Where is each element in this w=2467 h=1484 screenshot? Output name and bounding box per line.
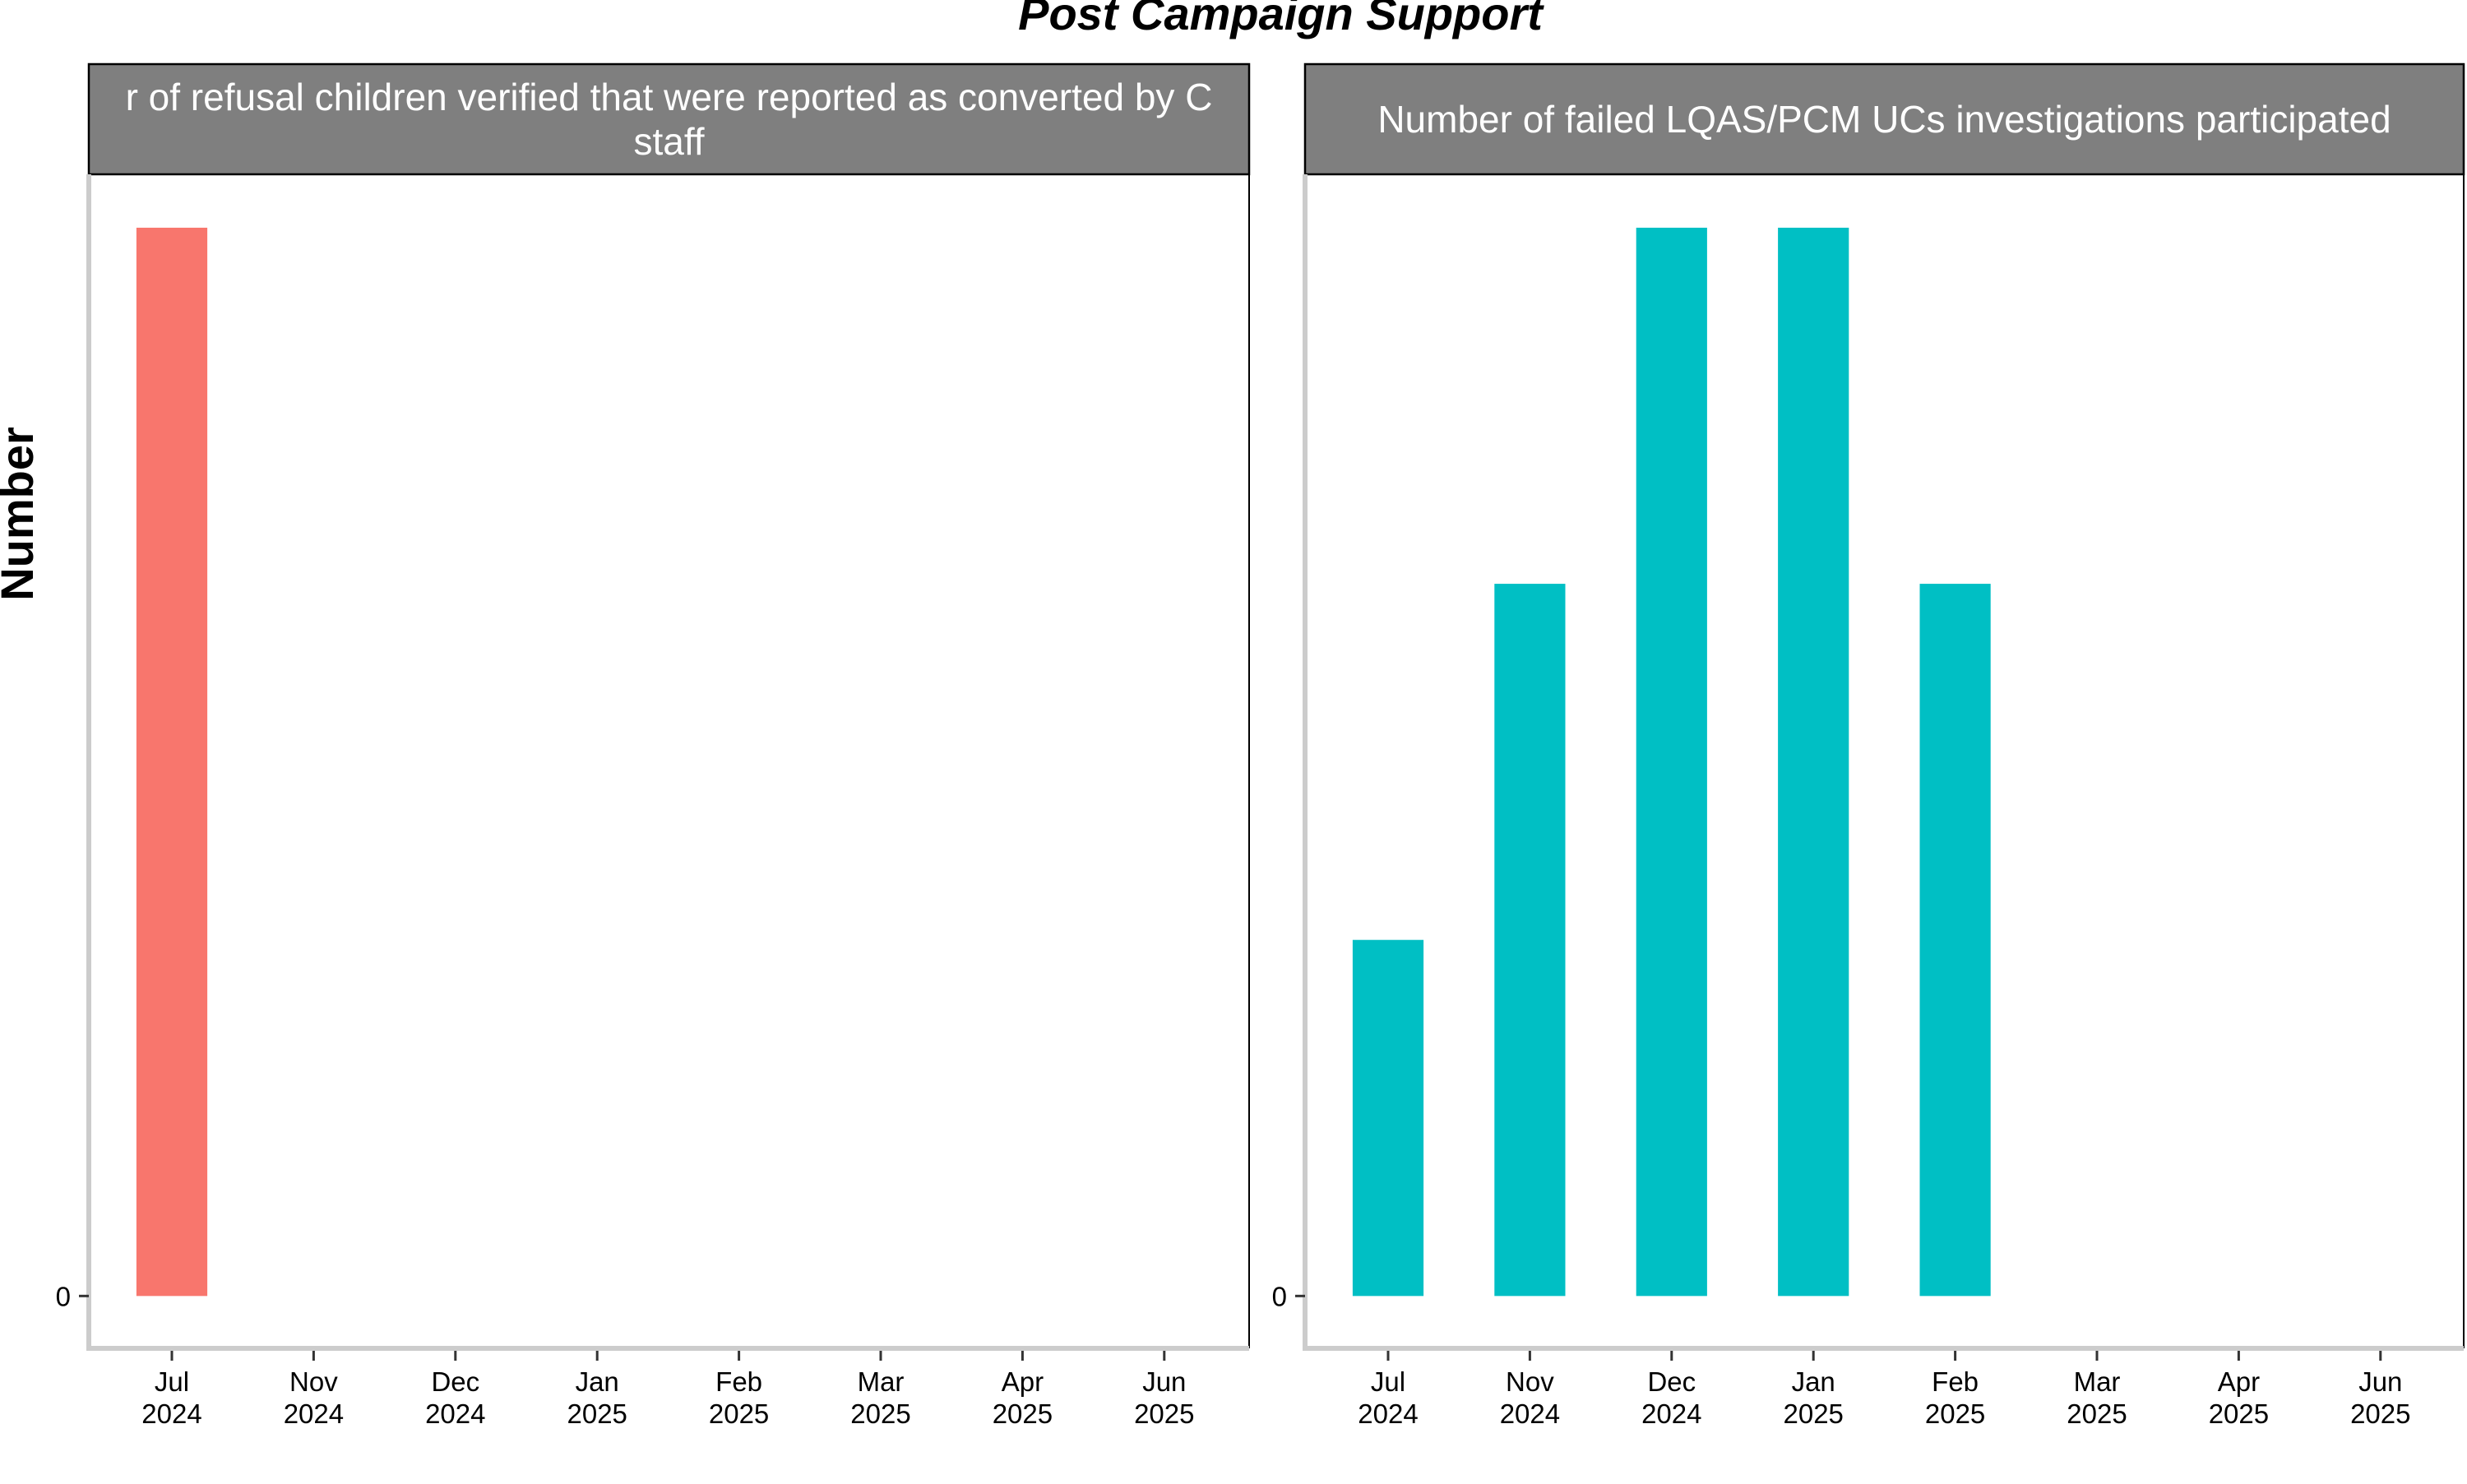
x-tick-label-month: Jul <box>155 1366 189 1397</box>
x-tick-label-year: 2025 <box>1783 1398 1843 1429</box>
x-tick-label-year: 2025 <box>2067 1398 2127 1429</box>
facet-panel-1: r of refusal children verified that were… <box>56 62 1251 1429</box>
x-tick-label-month: Mar <box>2074 1366 2121 1397</box>
facet-strip-title-line: r of refusal children verified that were… <box>126 76 1213 118</box>
facet-strip-title-line: Number of failed LQAS/PCM UCs investigat… <box>1377 98 2391 141</box>
x-tick-label-month: Dec <box>1647 1366 1696 1397</box>
facet-strip <box>87 62 1251 176</box>
y-tick-label: 0 <box>56 1281 71 1311</box>
bar-feb-2025 <box>1919 584 1991 1297</box>
x-tick-label-month: Feb <box>1932 1366 1979 1397</box>
facet-panel-2: Number of failed LQAS/PCM UCs investigat… <box>1272 62 2465 1429</box>
x-tick-label-year: 2024 <box>1358 1398 1418 1429</box>
facet-strip-title-line: staff <box>633 120 704 163</box>
bar-jul-2024 <box>136 227 208 1297</box>
facet-strip-title: r of refusal children verified that were… <box>126 76 1213 163</box>
x-tick-label-year: 2024 <box>141 1398 201 1429</box>
x-tick-label-year: 2024 <box>284 1398 344 1429</box>
x-tick-label-year: 2024 <box>425 1398 485 1429</box>
x-tick-label-year: 2024 <box>1500 1398 1560 1429</box>
x-tick-label-month: Nov <box>1506 1366 1554 1397</box>
bar-dec-2024 <box>1636 227 1707 1297</box>
x-tick-label-month: Mar <box>858 1366 905 1397</box>
x-tick-label-year: 2025 <box>993 1398 1053 1429</box>
x-tick-label-month: Jul <box>1371 1366 1405 1397</box>
chart-title: Post Campaign Support <box>1018 0 1544 39</box>
bar-jul-2024 <box>1352 940 1424 1297</box>
x-tick-label-year: 2025 <box>850 1398 910 1429</box>
facet-strip-title: Number of failed LQAS/PCM UCs investigat… <box>1377 98 2391 141</box>
facet-strip <box>1303 62 2465 176</box>
x-tick-label-month: Jun <box>2358 1366 2402 1397</box>
x-tick-label-month: Jan <box>1792 1366 1835 1397</box>
x-tick-label-year: 2025 <box>2209 1398 2269 1429</box>
y-tick-label: 0 <box>1272 1281 1287 1311</box>
x-tick-label-month: Nov <box>289 1366 338 1397</box>
x-tick-label-year: 2025 <box>709 1398 769 1429</box>
x-tick-label-month: Jun <box>1142 1366 1186 1397</box>
x-tick-label-month: Feb <box>715 1366 762 1397</box>
x-tick-label-year: 2025 <box>1925 1398 1985 1429</box>
x-tick-label-year: 2025 <box>567 1398 627 1429</box>
x-tick-label-month: Jan <box>576 1366 619 1397</box>
x-tick-label-year: 2025 <box>1134 1398 1194 1429</box>
x-tick-label-month: Dec <box>431 1366 479 1397</box>
facet-panels: r of refusal children verified that were… <box>56 62 2465 1429</box>
x-tick-label-year: 2025 <box>2350 1398 2410 1429</box>
bar-jan-2025 <box>1778 227 1849 1297</box>
bar-nov-2024 <box>1494 584 1566 1297</box>
y-axis-label: Number <box>0 427 43 601</box>
x-tick-label-month: Apr <box>1002 1366 1044 1397</box>
x-tick-label-year: 2024 <box>1641 1398 1701 1429</box>
x-tick-label-month: Apr <box>2218 1366 2260 1397</box>
